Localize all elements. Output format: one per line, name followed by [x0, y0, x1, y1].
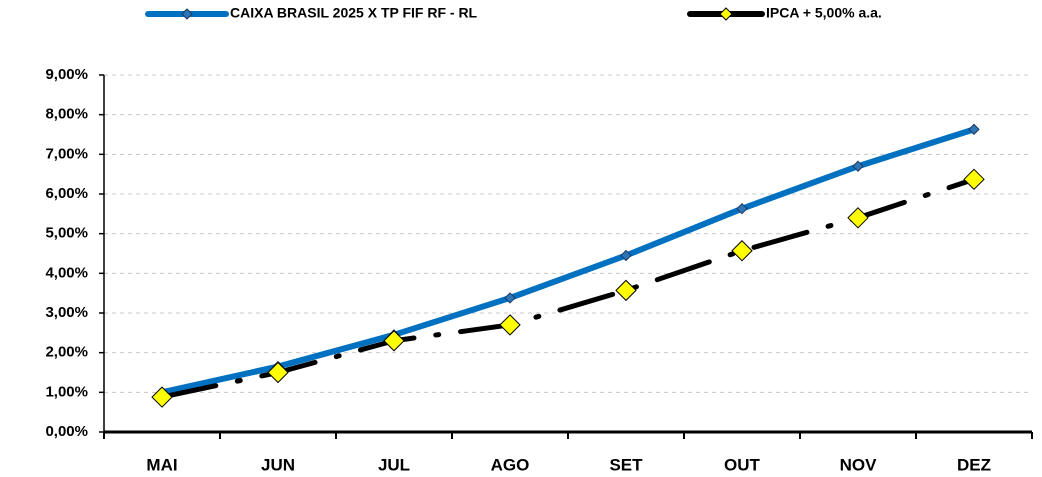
marker [731, 240, 753, 262]
x-tick-label: AGO [491, 455, 530, 474]
marker [267, 361, 289, 384]
y-tick-label: 0,00% [45, 423, 88, 440]
marker [620, 249, 632, 262]
marker [847, 207, 869, 229]
y-tick-label: 9,00% [45, 66, 88, 83]
marker [736, 202, 748, 215]
x-tick-label: OUT [724, 455, 761, 474]
y-tick-label: 6,00% [45, 185, 88, 202]
marker [499, 314, 521, 336]
marker [151, 386, 173, 408]
y-tick-label: 8,00% [45, 106, 88, 123]
marker [852, 160, 864, 172]
marker [383, 330, 405, 352]
y-tick-label: 2,00% [45, 344, 88, 361]
x-tick-label: NOV [840, 455, 878, 474]
y-tick-label: 4,00% [45, 264, 88, 281]
marker [615, 279, 637, 302]
legend-label: CAIXA BRASIL 2025 X TP FIF RF - RL [230, 5, 478, 21]
series-line [159, 176, 977, 400]
legend-label: IPCA + 5,00% a.a. [766, 5, 882, 21]
legend-marker [719, 7, 733, 21]
y-tick-label: 5,00% [45, 225, 88, 242]
marker [504, 292, 516, 304]
x-tick-label: MAI [146, 455, 177, 474]
legend-marker [181, 8, 193, 20]
x-tick-label: JUL [378, 455, 410, 474]
y-tick-label: 7,00% [45, 145, 88, 162]
x-tick-label: JUN [261, 455, 295, 474]
x-tick-label: SET [609, 455, 643, 474]
y-tick-label: 1,00% [45, 383, 88, 400]
y-tick-label: 3,00% [45, 304, 88, 321]
marker [968, 123, 980, 136]
x-tick-label: DEZ [957, 455, 991, 474]
series-line [159, 126, 977, 396]
marker [963, 168, 985, 191]
